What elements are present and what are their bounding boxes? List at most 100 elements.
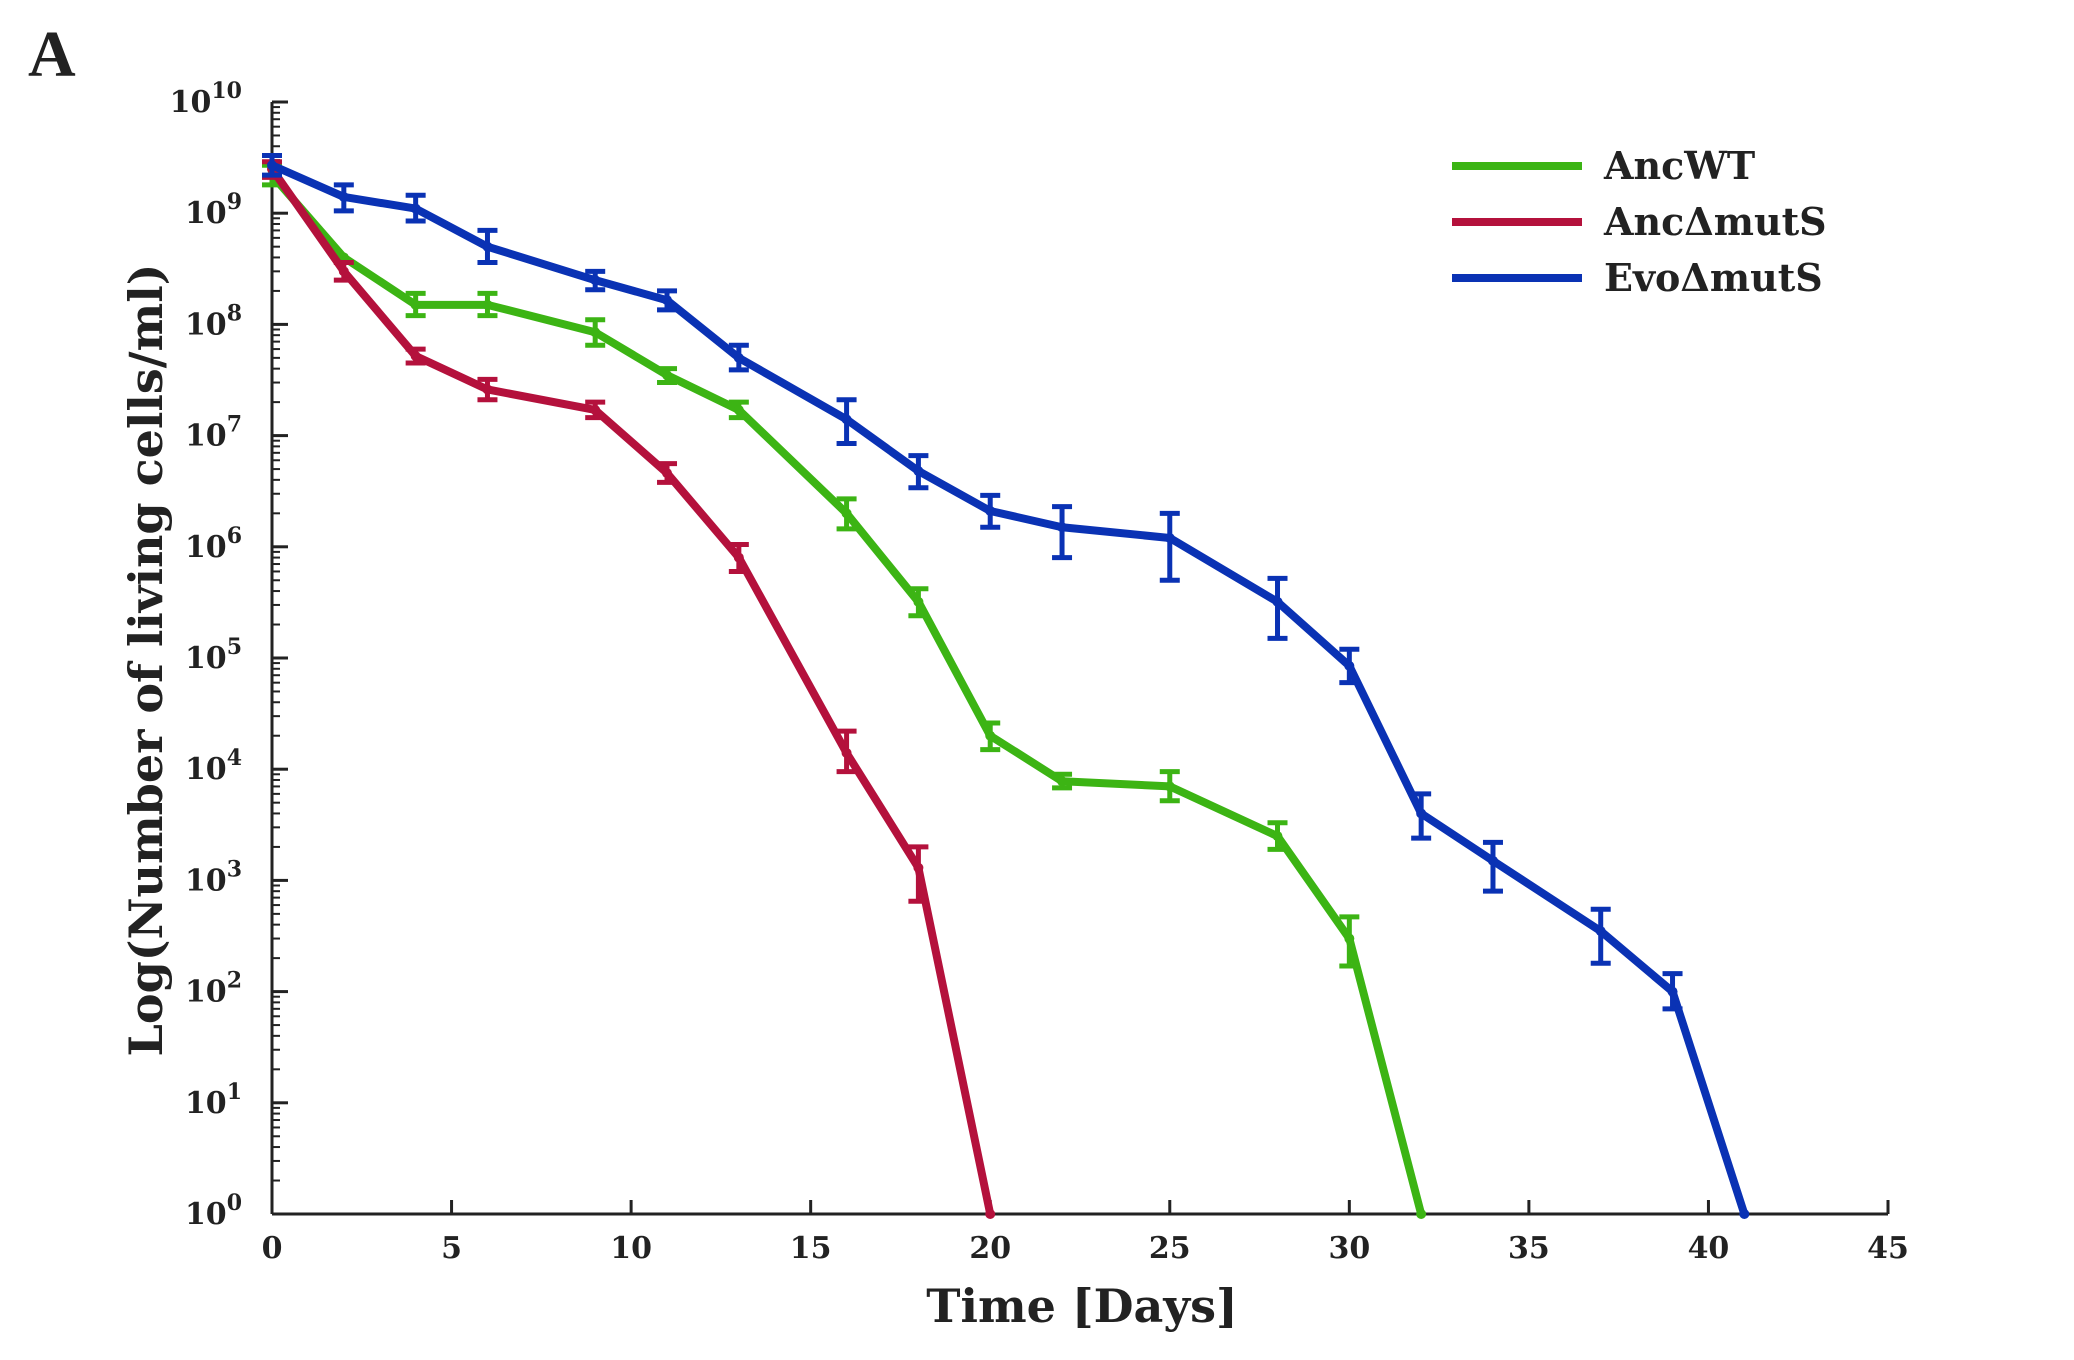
series-layer: [262, 153, 1750, 1219]
data-point: [1739, 1209, 1750, 1219]
y-tick-exponent: 2: [227, 968, 242, 994]
y-tick-label: 101: [185, 1079, 242, 1121]
x-tick-label: 20: [969, 1231, 1011, 1266]
y-axis-title: Log(Number of living cells/ml): [119, 264, 173, 1057]
data-point: [841, 747, 852, 758]
x-tick-label: 0: [262, 1231, 283, 1266]
x-tick-label: 35: [1508, 1231, 1550, 1266]
data-point: [1416, 1209, 1427, 1219]
data-point: [662, 468, 673, 479]
y-tick-label: 106: [185, 523, 242, 565]
data-point: [1667, 986, 1678, 997]
y-tick-base: 10: [185, 641, 227, 676]
x-tick-label: 25: [1149, 1231, 1191, 1266]
data-point: [1057, 776, 1068, 787]
x-tick-label: 40: [1688, 1231, 1730, 1266]
data-point: [913, 466, 924, 477]
y-tick-exponent: 7: [227, 412, 242, 438]
data-point: [1272, 831, 1283, 842]
data-point: [1416, 808, 1427, 819]
y-tick-base: 10: [185, 1197, 227, 1232]
data-point: [410, 203, 421, 214]
y-tick-label: 105: [185, 634, 242, 676]
panel-label: A: [28, 18, 76, 91]
y-tick-base: 10: [185, 419, 227, 454]
y-tick-exponent: 1: [227, 1079, 242, 1105]
x-ticks: 0 5 10 15 20 25 30 35 40 45: [262, 1200, 1909, 1266]
x-tick-label: 10: [610, 1231, 652, 1266]
y-tick-base: 10: [185, 863, 227, 898]
x-axis-title: Time [Days]: [926, 1279, 1238, 1333]
data-point: [985, 730, 996, 741]
data-point: [1344, 660, 1355, 671]
x-tick-label: 15: [790, 1231, 832, 1266]
data-point: [1595, 926, 1606, 937]
data-point: [267, 160, 277, 171]
y-tick-label: 108: [185, 300, 242, 342]
data-point: [662, 295, 673, 306]
y-tick-base: 10: [185, 975, 227, 1010]
data-point: [913, 862, 924, 873]
x-tick-label: 45: [1867, 1231, 1909, 1266]
data-point: [1487, 855, 1498, 866]
y-tick-label: 104: [185, 745, 242, 787]
y-tick-exponent: 5: [227, 634, 242, 660]
y-tick-base: 10: [170, 85, 212, 120]
y-tick-exponent: 3: [227, 856, 242, 882]
data-point: [733, 352, 744, 363]
y-tick-label: 102: [185, 968, 242, 1010]
data-point: [733, 404, 744, 415]
data-point: [482, 384, 493, 395]
y-tick-label: 1010: [170, 78, 242, 120]
data-point: [410, 350, 421, 361]
y-tick-exponent: 4: [227, 745, 242, 771]
legend-label: AncΔmutS: [1603, 199, 1827, 244]
y-tick-label: 109: [185, 189, 242, 231]
data-point: [841, 508, 852, 519]
x-tick-label: 30: [1328, 1231, 1370, 1266]
data-point: [841, 414, 852, 425]
y-tick-base: 10: [185, 1086, 227, 1121]
data-point: [338, 191, 349, 202]
data-point: [482, 241, 493, 252]
y-tick-base: 10: [185, 307, 227, 342]
y-tick-label: 103: [185, 856, 242, 898]
legend-label: AncWT: [1603, 143, 1755, 188]
data-point: [1272, 596, 1283, 607]
data-point: [662, 370, 673, 381]
data-point: [1164, 532, 1175, 543]
series-2: [262, 153, 1750, 1219]
data-point: [590, 327, 601, 338]
series-line: [268, 164, 995, 1218]
x-tick-label: 5: [441, 1231, 462, 1266]
data-point: [590, 404, 601, 415]
data-point: [410, 299, 421, 310]
series-line: [268, 161, 1749, 1218]
data-point: [482, 299, 493, 310]
y-tick-base: 10: [185, 530, 227, 565]
y-tick-exponent: 9: [227, 189, 242, 215]
y-tick-label: 107: [185, 412, 242, 454]
legend: AncWT AncΔmutS EvoΔmutS: [1452, 143, 1827, 300]
data-point: [913, 596, 924, 607]
y-tick-exponent: 10: [211, 78, 242, 104]
data-point: [1344, 933, 1355, 944]
data-point: [733, 552, 744, 563]
data-point: [590, 275, 601, 286]
data-point: [1164, 781, 1175, 792]
data-point: [338, 266, 349, 277]
data-point: [1057, 522, 1068, 533]
data-point: [985, 1209, 996, 1219]
series-0: [262, 162, 1427, 1219]
series-1: [262, 159, 996, 1219]
series-line: [268, 171, 1426, 1218]
y-tick-exponent: 8: [227, 300, 242, 326]
y-tick-exponent: 6: [227, 523, 242, 549]
y-tick-base: 10: [185, 196, 227, 231]
legend-label: EvoΔmutS: [1604, 255, 1823, 300]
y-tick-base: 10: [185, 752, 227, 787]
y-tick-label: 100: [185, 1190, 242, 1232]
data-point: [985, 505, 996, 516]
